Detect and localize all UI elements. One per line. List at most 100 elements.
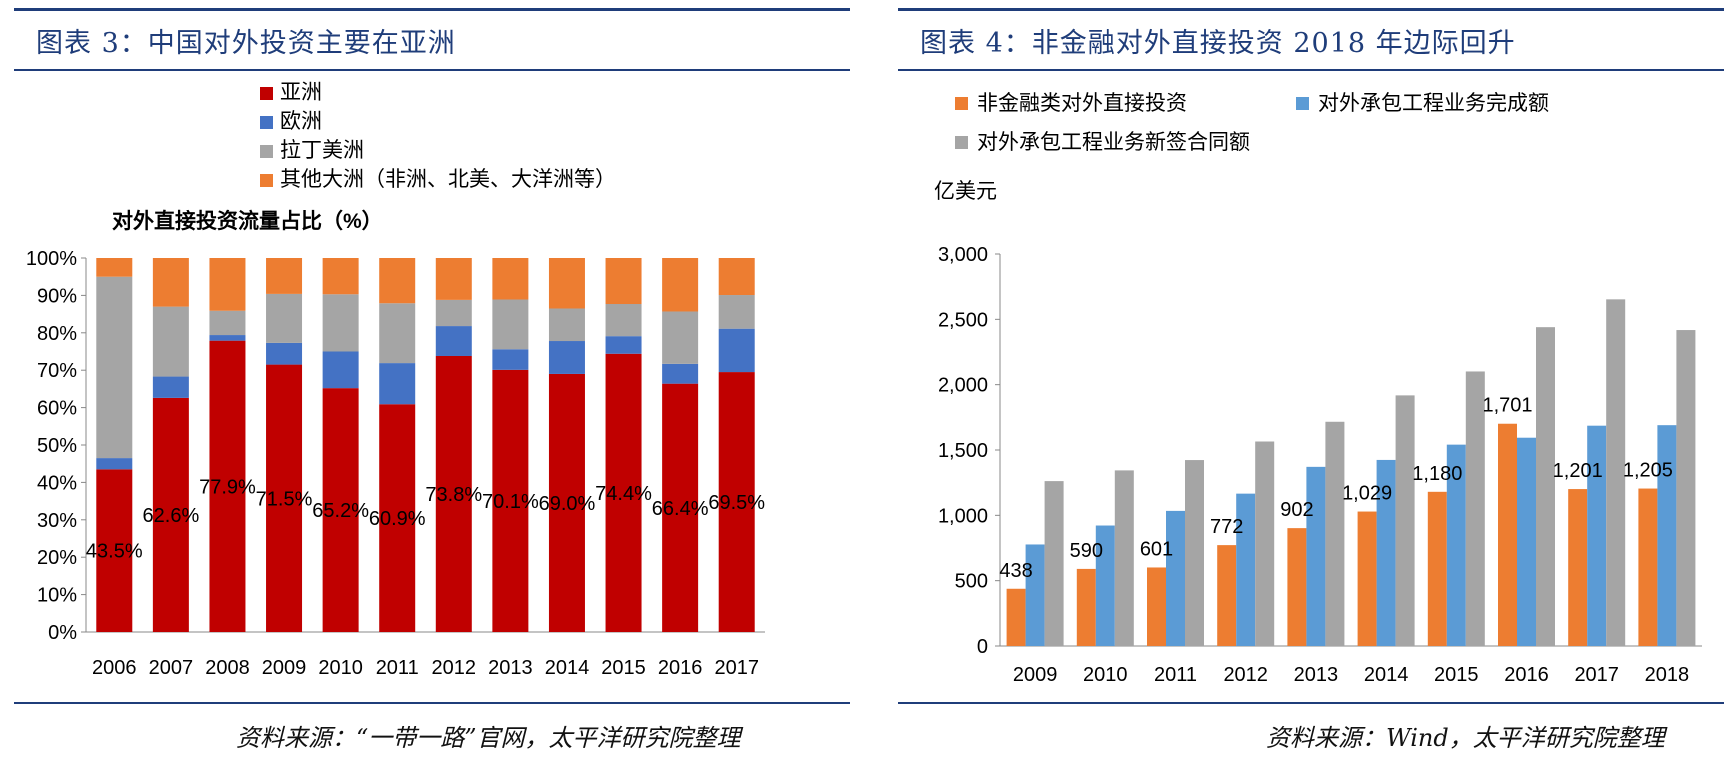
bar-segment bbox=[322, 294, 359, 352]
x-tick-label: 2012 bbox=[1223, 664, 1268, 686]
bar bbox=[1185, 460, 1204, 646]
legend-label: 欧洲 bbox=[280, 110, 322, 133]
data-label: 77.9% bbox=[199, 476, 256, 498]
bar-segment bbox=[322, 351, 359, 389]
data-label: 601 bbox=[1140, 538, 1173, 560]
bar-segment bbox=[435, 258, 472, 300]
data-label: 1,180 bbox=[1412, 463, 1462, 485]
bar bbox=[1095, 525, 1115, 646]
divider bbox=[898, 702, 1724, 704]
bar-segment bbox=[209, 258, 246, 311]
data-label: 1,201 bbox=[1553, 460, 1603, 482]
x-tick-label: 2010 bbox=[318, 657, 363, 679]
x-tick-label: 2012 bbox=[432, 657, 477, 679]
y-tick-label: 30% bbox=[37, 510, 77, 532]
y-tick-label: 1,500 bbox=[938, 440, 988, 462]
bar-segment bbox=[152, 397, 189, 632]
legend-label: 亚洲 bbox=[280, 81, 322, 104]
chart-title: 图表 4：非金融对外直接投资 2018 年边际回升 bbox=[920, 28, 1516, 59]
bar-segment bbox=[322, 258, 359, 295]
y-tick-label: 80% bbox=[37, 323, 77, 345]
x-tick-label: 2015 bbox=[601, 657, 646, 679]
bar bbox=[1638, 488, 1658, 646]
data-label: 62.6% bbox=[143, 505, 200, 527]
y-tick-label: 2,500 bbox=[938, 309, 988, 331]
data-label: 74.4% bbox=[595, 483, 652, 505]
data-label: 70.1% bbox=[482, 491, 539, 513]
bar-segment bbox=[266, 364, 303, 632]
bar-segment bbox=[662, 258, 699, 312]
x-tick-label: 2015 bbox=[1434, 664, 1479, 686]
bar bbox=[1395, 395, 1415, 646]
x-tick-label: 2014 bbox=[1364, 664, 1409, 686]
legend-swatch bbox=[1296, 97, 1309, 110]
bar-segment bbox=[492, 258, 529, 300]
bar bbox=[1006, 588, 1026, 646]
y-tick-label: 1,000 bbox=[938, 505, 988, 527]
data-label: 43.5% bbox=[86, 541, 143, 563]
bar-segment bbox=[718, 372, 755, 632]
bar bbox=[1376, 459, 1396, 646]
divider bbox=[14, 702, 850, 704]
x-tick-label: 2014 bbox=[545, 657, 590, 679]
legend-swatch bbox=[955, 97, 968, 110]
y-tick-label: 500 bbox=[955, 571, 988, 593]
bar-segment bbox=[605, 304, 642, 337]
y-tick-label: 0 bbox=[977, 636, 988, 658]
bar bbox=[1166, 510, 1185, 646]
data-label: 1,205 bbox=[1623, 460, 1673, 482]
y-tick-label: 0% bbox=[48, 622, 77, 644]
bar-segment bbox=[548, 341, 585, 374]
legend-label: 非金融类对外直接投资 bbox=[977, 92, 1187, 115]
bar-segment bbox=[379, 303, 416, 364]
bar bbox=[1236, 493, 1256, 646]
bar-segment bbox=[379, 404, 416, 632]
title-bar: 图表 4：非金融对外直接投资 2018 年边际回升 bbox=[898, 8, 1724, 71]
data-label: 73.8% bbox=[425, 484, 482, 506]
y-tick-label: 70% bbox=[37, 360, 77, 382]
bar-segment bbox=[96, 276, 133, 459]
legend-swatch bbox=[260, 116, 273, 129]
data-label: 71.5% bbox=[256, 488, 313, 510]
y-tick-label: 3,000 bbox=[938, 244, 988, 266]
bar bbox=[1568, 489, 1588, 646]
y-tick-label: 100% bbox=[26, 248, 77, 270]
bar bbox=[1357, 511, 1377, 646]
bar bbox=[1217, 545, 1237, 646]
bar-segment bbox=[266, 258, 303, 294]
bar bbox=[1536, 327, 1555, 646]
x-tick-label: 2011 bbox=[376, 657, 419, 679]
x-tick-label: 2007 bbox=[149, 657, 194, 679]
bar-segment bbox=[96, 258, 133, 277]
data-label: 772 bbox=[1210, 516, 1243, 538]
bar-segment bbox=[605, 353, 642, 632]
bar bbox=[1606, 299, 1626, 646]
data-label: 438 bbox=[999, 560, 1032, 582]
bar-segment bbox=[548, 308, 585, 342]
bar-segment bbox=[548, 373, 585, 632]
data-label: 65.2% bbox=[312, 500, 369, 522]
left-panel: 图表 3：中国对外投资主要在亚洲 亚洲 欧洲 拉丁美洲 其他大洲（非洲、北美、大洋洲等… bbox=[0, 0, 850, 761]
x-tick-label: 2013 bbox=[1294, 664, 1339, 686]
bar-segment bbox=[209, 340, 246, 632]
bar bbox=[1044, 481, 1064, 646]
bar-segment bbox=[209, 310, 246, 336]
bar-segment bbox=[435, 326, 472, 356]
bar-segment bbox=[379, 363, 416, 405]
chart-subtitle: 对外直接投资流量占比（%） bbox=[112, 209, 383, 233]
title-bar: 图表 3：中国对外投资主要在亚洲 bbox=[14, 8, 850, 71]
data-label: 1,029 bbox=[1342, 483, 1392, 505]
x-tick-label: 2009 bbox=[1013, 664, 1058, 686]
bar-segment bbox=[96, 469, 133, 632]
bar-segment bbox=[435, 299, 472, 327]
bar bbox=[1465, 371, 1485, 646]
data-label: 590 bbox=[1070, 540, 1103, 562]
bar-segment bbox=[662, 383, 699, 632]
y-tick-label: 20% bbox=[37, 547, 77, 569]
bar-segment bbox=[718, 328, 755, 373]
data-label: 60.9% bbox=[369, 508, 426, 530]
bar bbox=[1657, 425, 1677, 646]
bar-segment bbox=[548, 258, 585, 309]
x-tick-label: 2016 bbox=[658, 657, 703, 679]
